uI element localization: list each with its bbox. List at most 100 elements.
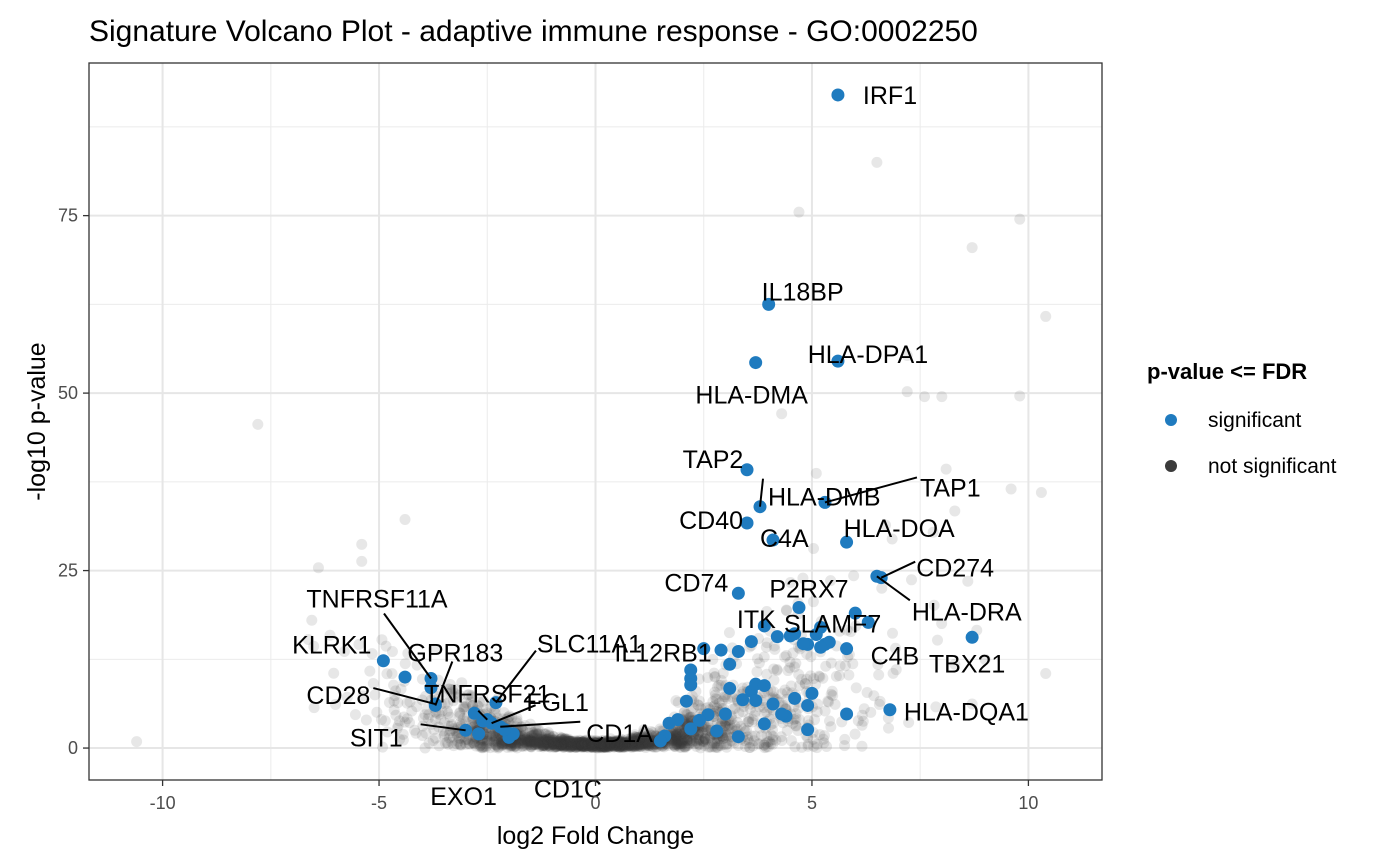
label-leader-line — [491, 704, 536, 725]
point-not-significant — [632, 741, 644, 753]
point-not-significant — [608, 737, 620, 749]
point-not-significant — [615, 739, 627, 751]
point-not-significant — [578, 740, 590, 752]
point-not-significant — [550, 740, 562, 752]
point-not-significant — [608, 739, 620, 751]
point-not-significant — [593, 737, 605, 749]
point-not-significant — [463, 689, 475, 701]
point-not-significant — [675, 738, 687, 750]
point-not-significant — [398, 711, 410, 723]
point-not-significant — [528, 729, 540, 741]
point-not-significant — [589, 741, 601, 753]
point-not-significant — [626, 740, 638, 752]
point-not-significant — [830, 670, 842, 682]
point-not-significant — [801, 648, 813, 660]
point-not-significant — [638, 726, 650, 738]
point-not-significant — [619, 739, 631, 751]
point-not-significant — [570, 741, 582, 753]
point-not-significant — [641, 739, 653, 751]
point-not-significant — [601, 737, 613, 749]
point-not-significant — [839, 660, 851, 672]
point-not-significant — [531, 738, 543, 750]
point-not-significant — [533, 728, 545, 740]
point-not-significant — [672, 735, 684, 747]
point-not-significant — [792, 724, 804, 736]
point-not-significant — [790, 720, 802, 732]
point-not-significant — [604, 739, 616, 751]
point-not-significant — [450, 691, 462, 703]
point-not-significant — [743, 737, 755, 749]
point-not-significant — [611, 739, 623, 751]
point-not-significant — [630, 737, 642, 749]
point-not-significant — [625, 732, 637, 744]
point-not-significant — [638, 735, 650, 747]
point-not-significant — [618, 739, 630, 751]
point-not-significant — [639, 734, 651, 746]
point-not-significant — [645, 738, 657, 750]
label-leader-line — [373, 687, 436, 706]
point-not-significant — [709, 738, 721, 750]
point-not-significant — [601, 735, 613, 747]
point-not-significant — [607, 737, 619, 749]
point-not-significant — [604, 738, 616, 750]
point-not-significant — [605, 738, 617, 750]
point-not-significant — [551, 738, 563, 750]
point-not-significant — [572, 739, 584, 751]
point-not-significant — [526, 735, 538, 747]
point-not-significant — [517, 730, 529, 742]
point-not-significant — [549, 741, 561, 753]
point-not-significant — [630, 732, 642, 744]
point-not-significant — [669, 741, 681, 753]
point-not-significant — [554, 740, 566, 752]
point-not-significant — [561, 735, 573, 747]
point-not-significant — [616, 737, 628, 749]
point-not-significant — [586, 739, 598, 751]
point-not-significant — [834, 670, 846, 682]
point-not-significant — [542, 737, 554, 749]
point-significant — [775, 707, 789, 721]
point-not-significant — [598, 738, 610, 750]
point-not-significant — [447, 731, 459, 743]
point-not-significant — [308, 640, 320, 652]
point-not-significant — [623, 739, 635, 751]
point-not-significant — [549, 737, 561, 749]
point-not-significant — [594, 739, 606, 751]
point-not-significant — [603, 736, 615, 748]
point-not-significant — [668, 739, 680, 751]
point-not-significant — [825, 721, 837, 733]
point-not-significant — [637, 731, 649, 743]
point-not-significant — [598, 737, 610, 749]
point-not-significant — [594, 739, 606, 751]
point-not-significant — [599, 740, 611, 752]
point-not-significant — [872, 658, 884, 670]
point-not-significant — [544, 739, 556, 751]
point-cd74 — [731, 586, 745, 600]
point-not-significant — [817, 733, 829, 745]
point-not-significant — [548, 736, 560, 748]
point-not-significant — [616, 738, 628, 750]
point-not-significant — [609, 735, 621, 747]
point-not-significant — [390, 709, 402, 721]
point-not-significant — [603, 739, 615, 751]
point-not-significant — [532, 732, 544, 744]
point-not-significant — [388, 704, 400, 716]
label-leader-line — [880, 560, 916, 579]
point-not-significant — [636, 737, 648, 749]
point-not-significant — [593, 741, 605, 753]
point-significant — [692, 713, 706, 727]
point-not-significant — [638, 735, 650, 747]
point-not-significant — [537, 734, 549, 746]
point-not-significant — [457, 713, 469, 725]
point-not-significant — [585, 738, 597, 750]
point-not-significant — [713, 697, 725, 709]
point-not-significant — [366, 648, 378, 660]
point-not-significant — [533, 737, 545, 749]
point-not-significant — [383, 697, 395, 709]
point-not-significant — [604, 737, 616, 749]
point-not-significant — [592, 741, 604, 753]
point-not-significant — [595, 740, 607, 752]
point-not-significant — [554, 736, 566, 748]
point-not-significant — [577, 739, 589, 751]
point-not-significant — [537, 739, 549, 751]
point-not-significant — [876, 582, 888, 594]
